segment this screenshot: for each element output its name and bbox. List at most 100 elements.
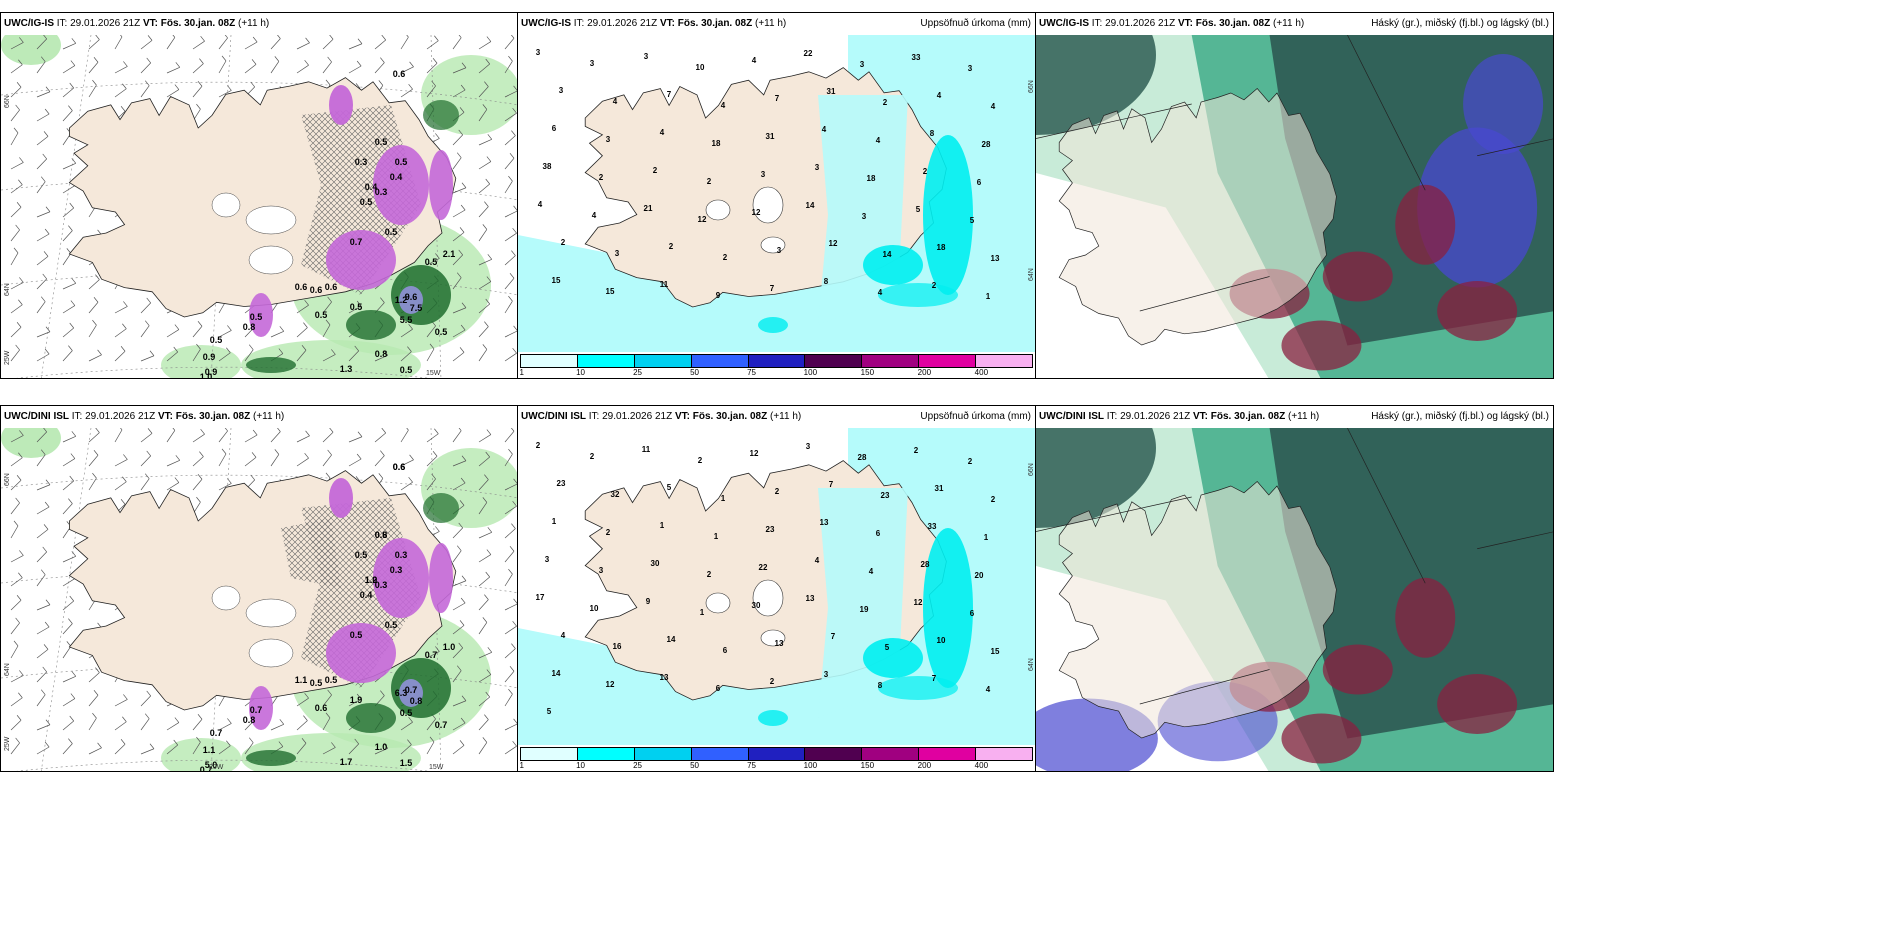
precip-value: 0.5: [435, 327, 448, 337]
wind-barb: [504, 180, 513, 194]
wind-barb-flag: [278, 348, 284, 354]
wind-barb-flag: [120, 35, 123, 38]
wind-barb-flag: [40, 569, 46, 575]
precip-value: 3: [860, 60, 865, 69]
wind-barb-flag: [42, 666, 47, 673]
wind-barb: [504, 352, 517, 362]
wind-barb-flag: [40, 176, 46, 182]
wind-barb-flag: [487, 134, 493, 140]
legend-tick: 1: [519, 761, 525, 770]
wind-barb: [140, 355, 155, 362]
wind-barb: [88, 324, 97, 338]
wind-barb: [10, 457, 23, 467]
legend-tick: 200: [917, 761, 932, 770]
wind-barb: [62, 253, 72, 266]
wind-barb-flag: [174, 477, 180, 483]
wind-barb-flag: [357, 38, 363, 44]
model-name: UWC/DINI ISL: [4, 411, 69, 422]
wind-barb: [62, 230, 73, 242]
wind-barb-flag: [408, 83, 413, 90]
wind-barb: [348, 305, 362, 314]
wind-barb: [452, 602, 466, 611]
precip-value: 0.6: [325, 282, 338, 292]
wind-barb-flag: [16, 475, 22, 481]
wind-barb: [452, 254, 463, 266]
precip-value: 0.9: [205, 367, 218, 377]
wind-barb-flag: [304, 692, 309, 699]
wind-barb-flag: [482, 344, 488, 350]
precip-value: 2: [923, 167, 928, 176]
precip-value: 2: [968, 457, 973, 466]
wind-barb-flag: [18, 299, 23, 305]
wind-barb-flag: [408, 716, 413, 723]
precip-value: 3: [968, 64, 973, 73]
wind-barb: [62, 720, 74, 731]
precip-value: 0.5: [400, 365, 413, 375]
vt-value: Fös. 30.jan. 08Z: [1195, 18, 1271, 29]
wind-barb-flag: [15, 224, 20, 231]
wind-barb-flag: [429, 343, 435, 350]
wind-barb: [114, 88, 127, 98]
panel-right-title: Uppsöfnuð úrkoma (mm): [920, 406, 1031, 428]
wind-barb-flag: [431, 473, 436, 480]
precip-value: 0.5: [350, 630, 363, 640]
precip-value: 0.7: [200, 765, 213, 771]
wind-barb: [10, 42, 24, 50]
wind-barb-flag: [458, 249, 463, 256]
wind-barb-flag: [485, 451, 490, 458]
wind-barb: [88, 477, 97, 491]
wind-barb-flag: [485, 58, 490, 65]
wind-barb: [36, 353, 50, 362]
precip-value: 17: [536, 593, 545, 602]
wind-barb-flag: [68, 498, 73, 504]
wind-barb: [504, 90, 517, 98]
wind-barb: [192, 741, 201, 755]
snow-purple-area: [329, 478, 353, 518]
wind-barb-flag: [175, 62, 181, 68]
wind-barb-flag: [460, 717, 466, 724]
wind-barb-flag: [456, 152, 462, 158]
legend-swatch: [862, 355, 920, 367]
vt-value: Fös. 30.jan. 08Z: [677, 18, 753, 29]
wind-barb-flag: [15, 104, 20, 111]
map-area[interactable]: 0.6 0.8 1.2 0.5 0.3 0.3 0.3 0.4 0.5 0.5 0.5 1.1 0.5 1…: [1, 428, 517, 771]
wind-barb-flag: [355, 476, 361, 482]
map-area[interactable]: 0.6 0.5 0.4 0.3 0.5 0.4 0.3 0.5 0.7 0.5 0.6 0.6 0.6 0…: [1, 35, 517, 378]
precip-value: 0.5: [360, 197, 373, 207]
wind-barb: [10, 304, 23, 314]
wind-barb: [88, 672, 100, 683]
wind-barb-flag: [513, 325, 517, 331]
wind-barb: [10, 207, 22, 218]
wind-barb: [36, 431, 47, 443]
wind-barb: [10, 184, 23, 194]
wind-barb-flag: [459, 227, 465, 233]
map-area[interactable]: [1036, 35, 1553, 378]
wind-barb-flag: [435, 646, 440, 652]
wind-barb-flag: [44, 501, 50, 508]
wind-barb-flag: [513, 478, 517, 484]
wind-barb: [504, 745, 517, 755]
wind-barb-flag: [327, 296, 332, 303]
map-area[interactable]: 2 2 11 2 12 3 28 2 2 23 32 5 1 2 7 23 31 2 1 2 1 1 23 13 6 33 1 3 3 3…: [518, 428, 1035, 745]
wind-barb: [270, 38, 281, 50]
wind-barb: [504, 693, 513, 707]
legend-swatch: [862, 748, 920, 760]
moderate-precip-area: [923, 135, 973, 295]
wind-barb-flag: [327, 689, 332, 696]
map-area[interactable]: 3 3 3 10 4 22 3 33 3 3 4 7 4 7 31 2 4 4 6 3 4 18 31 4 4 8 28 38 2 2 2 3…: [518, 35, 1035, 352]
wind-barb-flag: [407, 739, 412, 745]
wind-barb-flag: [435, 253, 440, 259]
lon-20-label: 20W: [209, 764, 224, 771]
map-area[interactable]: [1036, 428, 1553, 771]
wind-barb: [166, 459, 180, 467]
wind-barb-flag: [327, 449, 332, 456]
precip-value: 23: [557, 479, 566, 488]
wind-barb-flag: [408, 323, 413, 330]
wind-barb-flag: [71, 671, 77, 677]
wind-barb: [62, 65, 76, 74]
wind-barb: [62, 503, 73, 515]
wind-barb-flag: [92, 319, 97, 326]
border-line: [1036, 35, 1553, 312]
wind-barb-flag: [461, 302, 467, 308]
wind-barb-flag: [226, 740, 231, 746]
